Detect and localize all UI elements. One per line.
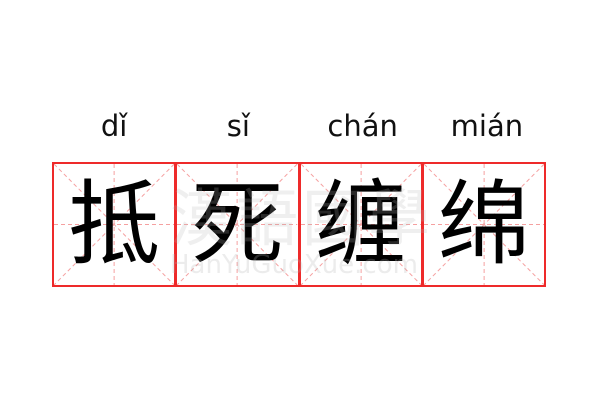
pinyin-4: mián	[450, 109, 524, 143]
pinyin-1: dǐ	[100, 109, 128, 143]
character-cell: 抵	[52, 162, 177, 287]
pinyin-3: chán	[327, 109, 398, 143]
grid-guides	[54, 164, 174, 285]
character-1: 抵	[68, 170, 161, 278]
grid-guides	[424, 164, 544, 285]
pinyin-2: sǐ	[226, 109, 250, 143]
pinyin-row: dǐ sǐ chán mián	[52, 106, 549, 146]
character-cell: 绵	[421, 162, 546, 287]
grid-guides	[301, 164, 421, 285]
character-grid: 抵 死 缠 绵	[52, 162, 549, 287]
character-4: 绵	[437, 170, 530, 278]
character-cell: 死	[175, 162, 300, 287]
character-3: 缠	[314, 170, 407, 278]
grid-guides	[177, 164, 297, 285]
character-cell: 缠	[298, 162, 423, 287]
character-2: 死	[191, 170, 284, 278]
